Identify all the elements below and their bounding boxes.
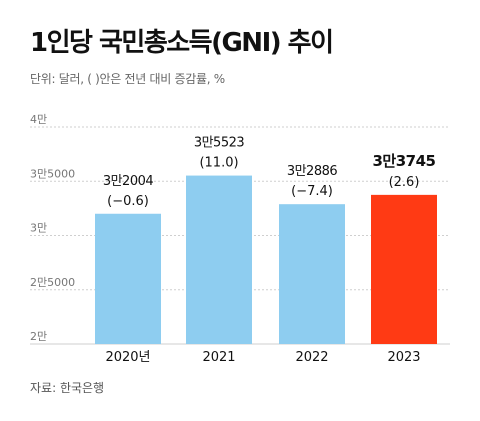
change-label: (11.0) <box>199 156 238 171</box>
y-tick-label: 2만5000 <box>30 276 75 289</box>
change-label: (2.6) <box>389 175 420 190</box>
value-label: 3만3745 <box>373 152 436 170</box>
x-tick-label: 2022 <box>295 350 328 365</box>
chart-title: 1인당 국민총소득(GNI) 추이 <box>30 28 334 58</box>
y-tick-label: 2만 <box>30 330 47 343</box>
bar-2020년 <box>95 213 161 344</box>
bar-2023 <box>371 194 437 344</box>
y-tick-label: 4만 <box>30 113 47 126</box>
bar-2021 <box>186 175 252 344</box>
change-label: (−7.4) <box>291 184 333 199</box>
value-label: 3만5523 <box>194 136 245 151</box>
x-tick-label: 2020년 <box>105 350 150 365</box>
x-tick-label: 2021 <box>202 350 235 365</box>
chart-subtitle: 단위: 달러, ( )안은 전년 대비 증감률, % <box>30 72 225 86</box>
bar-2022 <box>279 204 345 344</box>
source-note: 자료: 한국은행 <box>30 381 105 395</box>
y-tick-label: 3만5000 <box>30 167 75 180</box>
value-label: 3만2886 <box>287 164 338 179</box>
value-label: 3만2004 <box>103 174 154 189</box>
change-label: (−0.6) <box>107 194 149 209</box>
y-tick-label: 3만 <box>30 222 47 235</box>
x-tick-label: 2023 <box>387 350 420 365</box>
